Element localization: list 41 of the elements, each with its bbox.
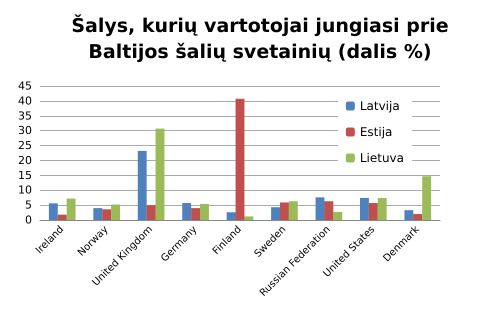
bar: [156, 128, 164, 220]
y-tick-label: 40: [18, 94, 32, 108]
bar: [200, 204, 209, 220]
y-tick-label: 5: [25, 198, 32, 212]
bar: [378, 198, 387, 220]
y-tick-label: 45: [18, 80, 32, 92]
bar: [288, 201, 298, 220]
bar: [404, 210, 414, 220]
bar: [271, 207, 280, 220]
bar: [138, 150, 147, 220]
bar: [48, 203, 58, 220]
bar: [324, 201, 334, 220]
bar: [333, 212, 342, 220]
bar: [226, 212, 236, 220]
y-tick-label: 35: [18, 109, 32, 122]
bar: [316, 197, 324, 220]
y-tick-label: 30: [18, 124, 32, 138]
bar: [360, 198, 369, 220]
bar: [102, 209, 112, 220]
y-tick-label: 20: [18, 154, 32, 167]
bar: [368, 203, 378, 220]
legend-label: Lietuva: [360, 151, 404, 165]
bar: [422, 176, 432, 220]
bar: [66, 198, 76, 220]
bar: [236, 98, 244, 220]
bar: [146, 205, 156, 220]
bar: [413, 214, 422, 220]
y-tick-label: 25: [18, 139, 32, 152]
bar: [93, 208, 102, 220]
y-tick-label: 10: [18, 184, 32, 197]
bar: [182, 203, 192, 220]
bar: [58, 214, 67, 220]
legend-label: Latvija: [360, 99, 400, 113]
bar: [191, 208, 200, 220]
bar: [244, 216, 254, 220]
legend-label: Estija: [360, 125, 392, 139]
bar: [280, 202, 289, 220]
y-tick-label: 15: [18, 168, 32, 182]
y-tick-label: 0: [25, 214, 32, 226]
bar: [111, 204, 120, 220]
chart-title: Šalys, kurių vartotojai jungiasi prie Baltijos šalių svetainių (dalis %): [71, 14, 449, 63]
